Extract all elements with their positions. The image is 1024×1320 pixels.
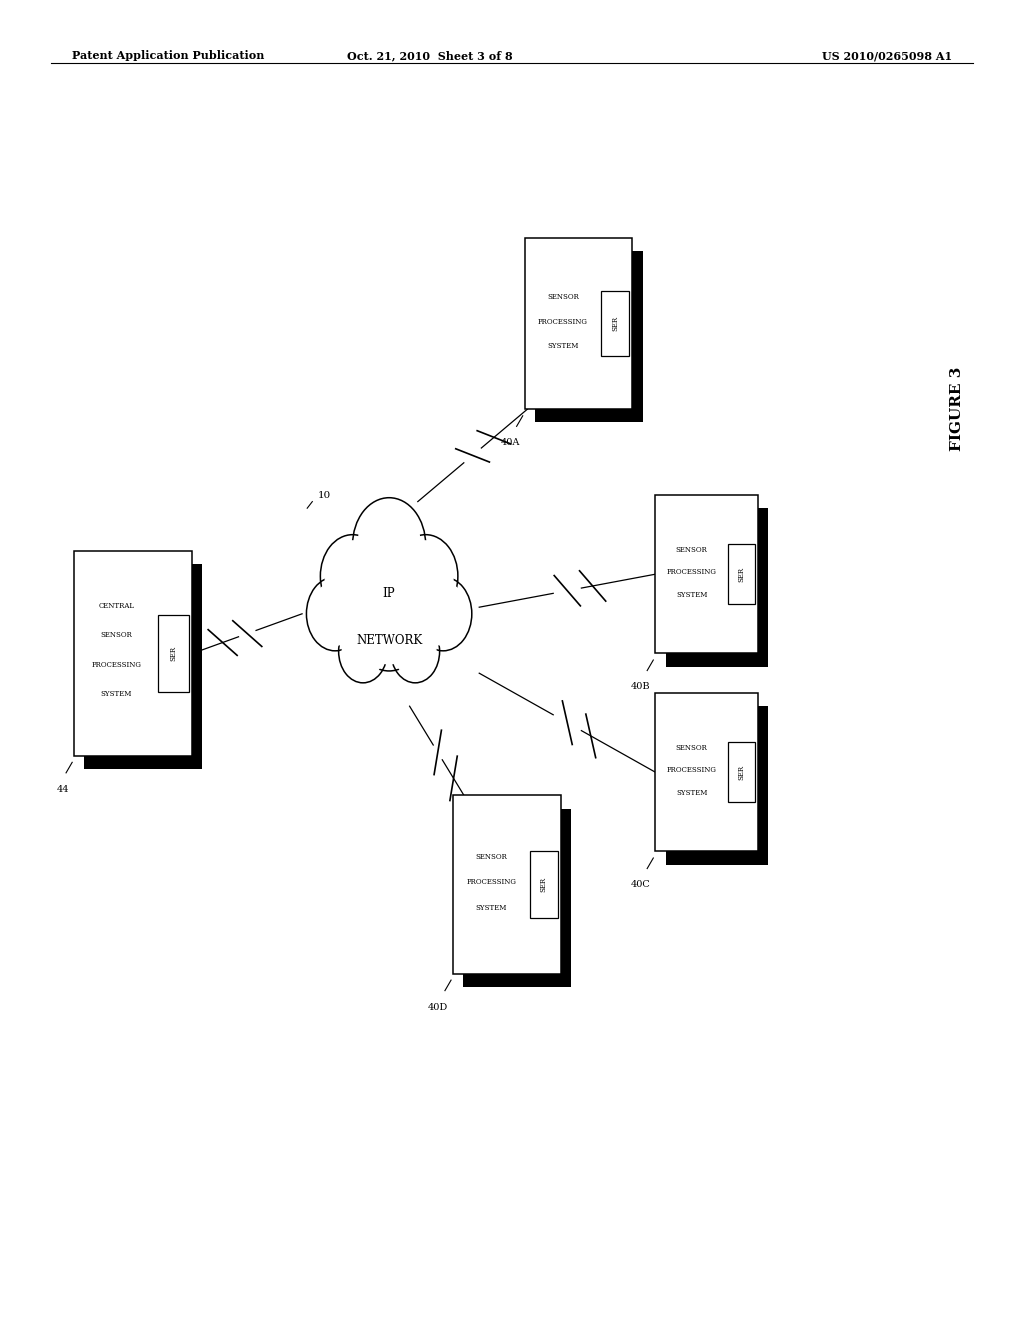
Text: SYSTEM: SYSTEM (476, 904, 507, 912)
Bar (535, 251, 643, 422)
Text: SER: SER (737, 566, 745, 582)
Circle shape (398, 541, 453, 611)
Text: SER: SER (737, 764, 745, 780)
Text: FIGURE 3: FIGURE 3 (950, 367, 965, 451)
Text: PROCESSING: PROCESSING (91, 660, 141, 669)
Text: SENSOR: SENSOR (100, 631, 132, 639)
Bar (159, 615, 188, 692)
Text: Oct. 21, 2010  Sheet 3 of 8: Oct. 21, 2010 Sheet 3 of 8 (347, 50, 513, 61)
Text: 42D: 42D (538, 979, 554, 989)
Text: Patent Application Publication: Patent Application Publication (72, 50, 264, 61)
Circle shape (393, 535, 458, 618)
Circle shape (339, 620, 387, 682)
Text: IP: IP (383, 587, 395, 601)
Text: 40B: 40B (631, 682, 650, 692)
Circle shape (358, 504, 420, 585)
Bar (601, 290, 629, 356)
Circle shape (415, 577, 472, 651)
Circle shape (391, 620, 439, 682)
Circle shape (358, 583, 420, 664)
Text: SER: SER (540, 876, 548, 892)
Bar (666, 706, 768, 865)
Text: SENSOR: SENSOR (547, 293, 579, 301)
Text: 40A: 40A (501, 438, 519, 447)
Text: PROCESSING: PROCESSING (667, 569, 717, 577)
Text: NETWORK: NETWORK (356, 634, 422, 647)
Text: SENSOR: SENSOR (475, 853, 507, 861)
Text: 10: 10 (317, 491, 331, 499)
Text: SER: SER (170, 645, 177, 661)
Text: SYSTEM: SYSTEM (676, 789, 708, 797)
Text: PROCESSING: PROCESSING (667, 767, 717, 775)
Text: PROCESSING: PROCESSING (538, 318, 588, 326)
Bar (524, 238, 632, 409)
Circle shape (310, 582, 359, 645)
Text: SENSOR: SENSOR (676, 545, 708, 554)
Text: CENTRAL: CENTRAL (98, 602, 134, 610)
Bar (529, 850, 557, 919)
Bar (84, 565, 203, 768)
Text: 46: 46 (168, 763, 177, 771)
Circle shape (352, 498, 426, 591)
Bar (655, 495, 758, 653)
Circle shape (342, 624, 384, 678)
Text: 42C: 42C (736, 858, 752, 866)
Text: SYSTEM: SYSTEM (100, 690, 132, 698)
Circle shape (394, 624, 436, 678)
Text: US 2010/0265098 A1: US 2010/0265098 A1 (822, 50, 952, 61)
Text: 42B: 42B (736, 660, 752, 668)
Text: 40C: 40C (631, 880, 650, 890)
Bar (453, 795, 561, 974)
Bar (463, 808, 571, 987)
Circle shape (326, 541, 380, 611)
Text: PROCESSING: PROCESSING (466, 878, 516, 887)
Text: 40D: 40D (428, 1003, 449, 1011)
Text: SYSTEM: SYSTEM (548, 342, 579, 350)
Bar (728, 544, 755, 605)
Circle shape (306, 577, 364, 651)
Circle shape (321, 535, 385, 618)
Bar (666, 508, 768, 667)
Circle shape (419, 582, 468, 645)
Bar (75, 552, 193, 755)
Text: SENSOR: SENSOR (676, 743, 708, 752)
Bar (728, 742, 755, 803)
Text: 42A: 42A (609, 416, 625, 424)
Text: SYSTEM: SYSTEM (676, 591, 708, 599)
Bar (655, 693, 758, 851)
Text: SER: SER (611, 315, 620, 331)
Circle shape (352, 577, 426, 671)
Text: 44: 44 (56, 784, 70, 793)
